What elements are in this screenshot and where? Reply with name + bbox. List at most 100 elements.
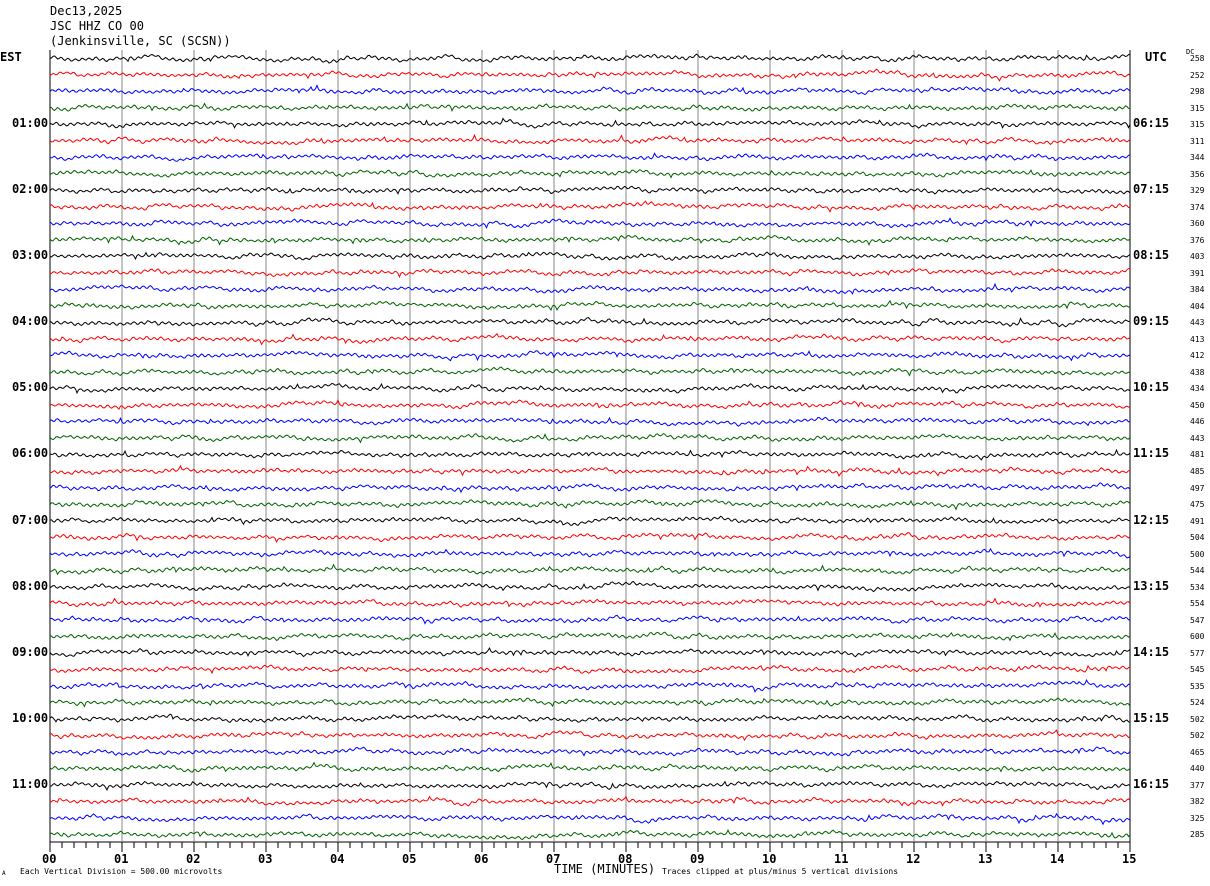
utc-time-label: 11:15 [1133, 446, 1170, 461]
utc-time-label: 16:15 [1133, 776, 1170, 791]
seismic-trace [49, 433, 1131, 444]
dc-offset: 403 [1190, 252, 1205, 262]
seismic-trace [49, 713, 1131, 723]
seismic-trace [49, 532, 1131, 544]
dc-offset: 329 [1190, 186, 1205, 196]
seismic-trace [49, 547, 1131, 559]
station-location: (Jenkinsville, SC (SCSN)) [50, 34, 231, 48]
x-tick-label: 08 [618, 852, 633, 866]
seismic-trace [49, 102, 1131, 112]
est-time-label: 08:00 [12, 578, 49, 593]
seismic-trace [49, 464, 1130, 478]
seismic-trace [49, 299, 1131, 312]
dc-offset: 577 [1190, 648, 1205, 658]
seismic-trace [49, 795, 1131, 807]
dc-offset: 443 [1190, 318, 1205, 328]
seismic-trace [49, 697, 1131, 708]
dc-offset: 491 [1190, 516, 1205, 526]
utc-time-label: 13:15 [1133, 578, 1170, 593]
est-time-label: 04:00 [12, 314, 49, 329]
utc-label: UTC [1145, 50, 1167, 64]
seismic-trace [49, 267, 1131, 279]
est-label: EST [0, 50, 22, 64]
dc-offset: 298 [1190, 87, 1205, 97]
dc-offset: 374 [1190, 202, 1205, 212]
dc-offset: 360 [1190, 219, 1205, 229]
dc-offset: 384 [1190, 285, 1205, 295]
est-time-label: 06:00 [12, 446, 49, 461]
dc-offset: 500 [1190, 549, 1205, 559]
seismic-trace [49, 169, 1131, 179]
x-tick-label: 07 [546, 852, 561, 866]
dc-offset: 413 [1190, 334, 1205, 344]
dc-offset: 534 [1190, 582, 1205, 592]
seismic-trace [49, 664, 1131, 675]
seismic-trace [49, 729, 1131, 742]
dc-offset: 545 [1190, 665, 1205, 675]
seismic-trace [49, 597, 1131, 608]
scale-note: Each Vertical Division = 500.00 microvol… [20, 867, 223, 876]
dc-offset: 356 [1190, 169, 1205, 179]
seismic-trace [49, 282, 1131, 295]
dc-offset: 315 [1190, 103, 1205, 113]
dc-offset: 438 [1190, 367, 1205, 377]
seismic-trace [49, 482, 1131, 494]
x-axis-title: TIME (MINUTES) [554, 862, 656, 876]
dc-offset: 285 [1190, 830, 1205, 840]
utc-time-label: 09:15 [1133, 314, 1170, 329]
seismic-trace [49, 53, 1131, 64]
dc-offset: 497 [1190, 483, 1205, 493]
est-time-label: 11:00 [12, 776, 49, 791]
seismic-trace [49, 382, 1131, 395]
seismic-trace [49, 761, 1131, 773]
dc-offset: 524 [1190, 698, 1205, 708]
seismic-trace [49, 84, 1131, 96]
x-tick-label: 11 [834, 852, 849, 866]
dc-offset: 475 [1190, 500, 1205, 510]
seismic-trace [49, 812, 1131, 826]
est-time-label: 07:00 [12, 512, 49, 527]
seismic-trace [49, 746, 1131, 757]
dc-offset: 376 [1190, 235, 1205, 245]
utc-time-label: 15:15 [1133, 710, 1170, 725]
dc-offset: 315 [1190, 120, 1205, 130]
dc-offset: 544 [1190, 566, 1205, 576]
x-tick-label: 09 [690, 852, 705, 866]
seismic-trace [49, 448, 1131, 461]
dc-label: DC [1186, 48, 1195, 56]
dc-offset: 547 [1190, 615, 1205, 625]
x-tick-label: 14 [1050, 852, 1065, 866]
x-tick-label: 15 [1122, 852, 1137, 866]
station-code: JSC HHZ CO 00 [50, 19, 144, 33]
seismic-trace [49, 185, 1131, 195]
x-tick-label: 06 [474, 852, 489, 866]
dc-offset: 481 [1190, 450, 1205, 460]
seismic-trace [49, 563, 1131, 576]
dc-offset: 504 [1190, 533, 1205, 543]
dc-offset: 382 [1190, 797, 1205, 807]
dc-offset: 412 [1190, 351, 1205, 361]
dc-offset: 391 [1190, 268, 1205, 278]
seismic-trace [49, 515, 1131, 526]
seismic-trace [49, 580, 1131, 593]
seismic-trace [49, 68, 1131, 82]
seismic-trace [49, 499, 1131, 511]
utc-time-label: 10:15 [1133, 380, 1170, 395]
est-time-label: 10:00 [12, 710, 49, 725]
date: Dec13,2025 [50, 4, 123, 18]
x-tick-label: 13 [978, 852, 993, 866]
dc-offset: 502 [1190, 731, 1205, 741]
x-tick-label: 05 [402, 852, 417, 866]
seismic-trace [49, 416, 1131, 427]
seismic-trace [49, 366, 1131, 377]
dc-offset: 404 [1190, 301, 1205, 311]
seismic-trace [49, 780, 1131, 792]
clip-note: Traces clipped at plus/minus 5 vertical … [662, 867, 899, 876]
seismic-trace [49, 152, 1131, 162]
dc-offset: 446 [1190, 417, 1205, 427]
seismic-trace [49, 317, 1131, 328]
seismic-trace [49, 133, 1131, 146]
dc-offset: 485 [1190, 467, 1205, 476]
